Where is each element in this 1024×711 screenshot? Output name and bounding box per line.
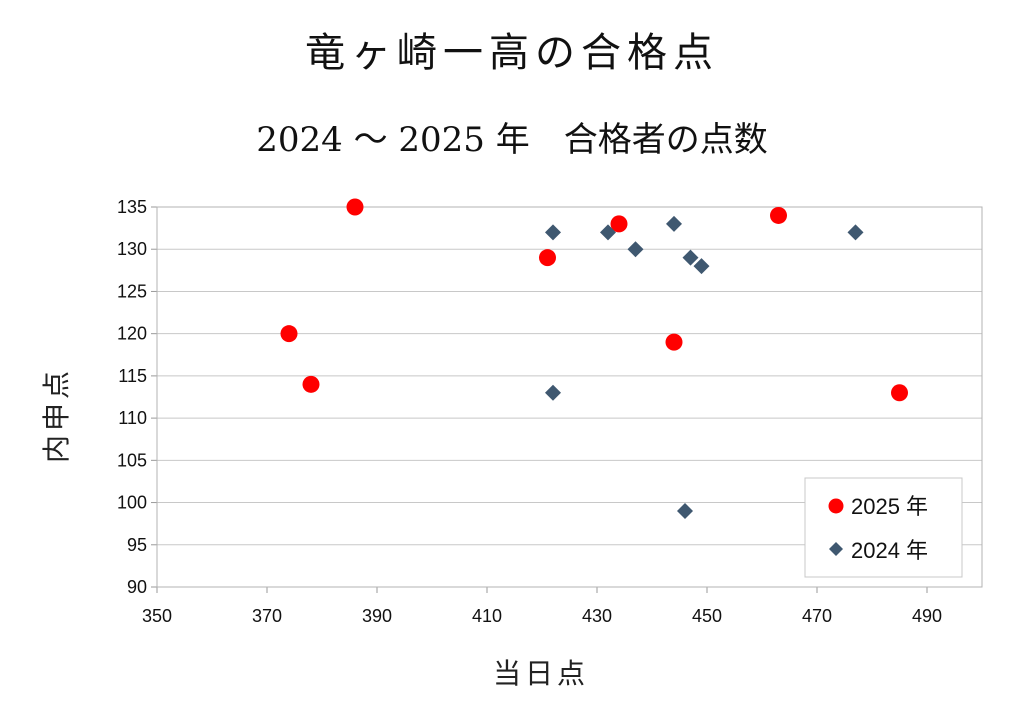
legend-label-2025: 2025 年 xyxy=(851,494,928,519)
data-point-1 xyxy=(545,224,561,241)
x-tick-label: 470 xyxy=(802,606,832,626)
x-axis-label: 当日点 xyxy=(493,657,589,690)
data-point-1 xyxy=(600,224,616,241)
data-point-1 xyxy=(847,224,864,241)
y-tick-label: 105 xyxy=(117,450,147,470)
y-tick-label: 135 xyxy=(117,197,147,217)
y-tick-label: 90 xyxy=(127,577,147,597)
y-tick-label: 120 xyxy=(117,324,147,344)
plot-area xyxy=(156,206,983,588)
x-tick-label: 350 xyxy=(142,606,172,626)
x-tick-label: 490 xyxy=(912,606,942,626)
y-tick-label: 110 xyxy=(118,408,147,428)
data-point-0 xyxy=(302,375,320,393)
x-tick-label: 370 xyxy=(252,606,282,626)
data-point-1 xyxy=(677,503,693,519)
y-tick-label: 130 xyxy=(117,239,147,259)
legend-marker-2025 xyxy=(828,498,844,514)
x-tick-label: 410 xyxy=(472,606,502,626)
y-tick-label: 125 xyxy=(117,281,147,301)
legend: 2025 年 2024 年 xyxy=(804,477,963,578)
data-point-1 xyxy=(627,241,644,258)
data-point-1 xyxy=(682,249,699,266)
y-tick-label: 95 xyxy=(127,535,147,555)
x-tick-label: 430 xyxy=(582,606,612,626)
data-point-1 xyxy=(666,215,682,232)
legend-label-2024: 2024 年 xyxy=(851,538,928,563)
data-point-0 xyxy=(280,325,298,343)
data-point-0 xyxy=(891,384,908,402)
chart-subtitle: 2024 ～ 2025 年 合格者の点数 xyxy=(256,120,768,160)
legend-marker-2024 xyxy=(829,542,843,556)
x-tick-label: 390 xyxy=(362,606,392,626)
data-point-0 xyxy=(610,215,628,233)
data-point-1 xyxy=(693,258,710,275)
x-tick-label: 450 xyxy=(692,606,722,626)
y-axis-label: 内申点 xyxy=(40,367,73,463)
data-point-0 xyxy=(539,249,556,267)
data-point-1 xyxy=(545,384,561,401)
data-point-0 xyxy=(346,198,364,216)
y-tick-label: 115 xyxy=(118,366,147,386)
data-point-0 xyxy=(770,206,787,224)
data-point-0 xyxy=(665,333,683,351)
y-tick-label: 100 xyxy=(117,493,147,513)
chart-title: 竜ヶ崎一高の合格点 xyxy=(305,30,719,76)
